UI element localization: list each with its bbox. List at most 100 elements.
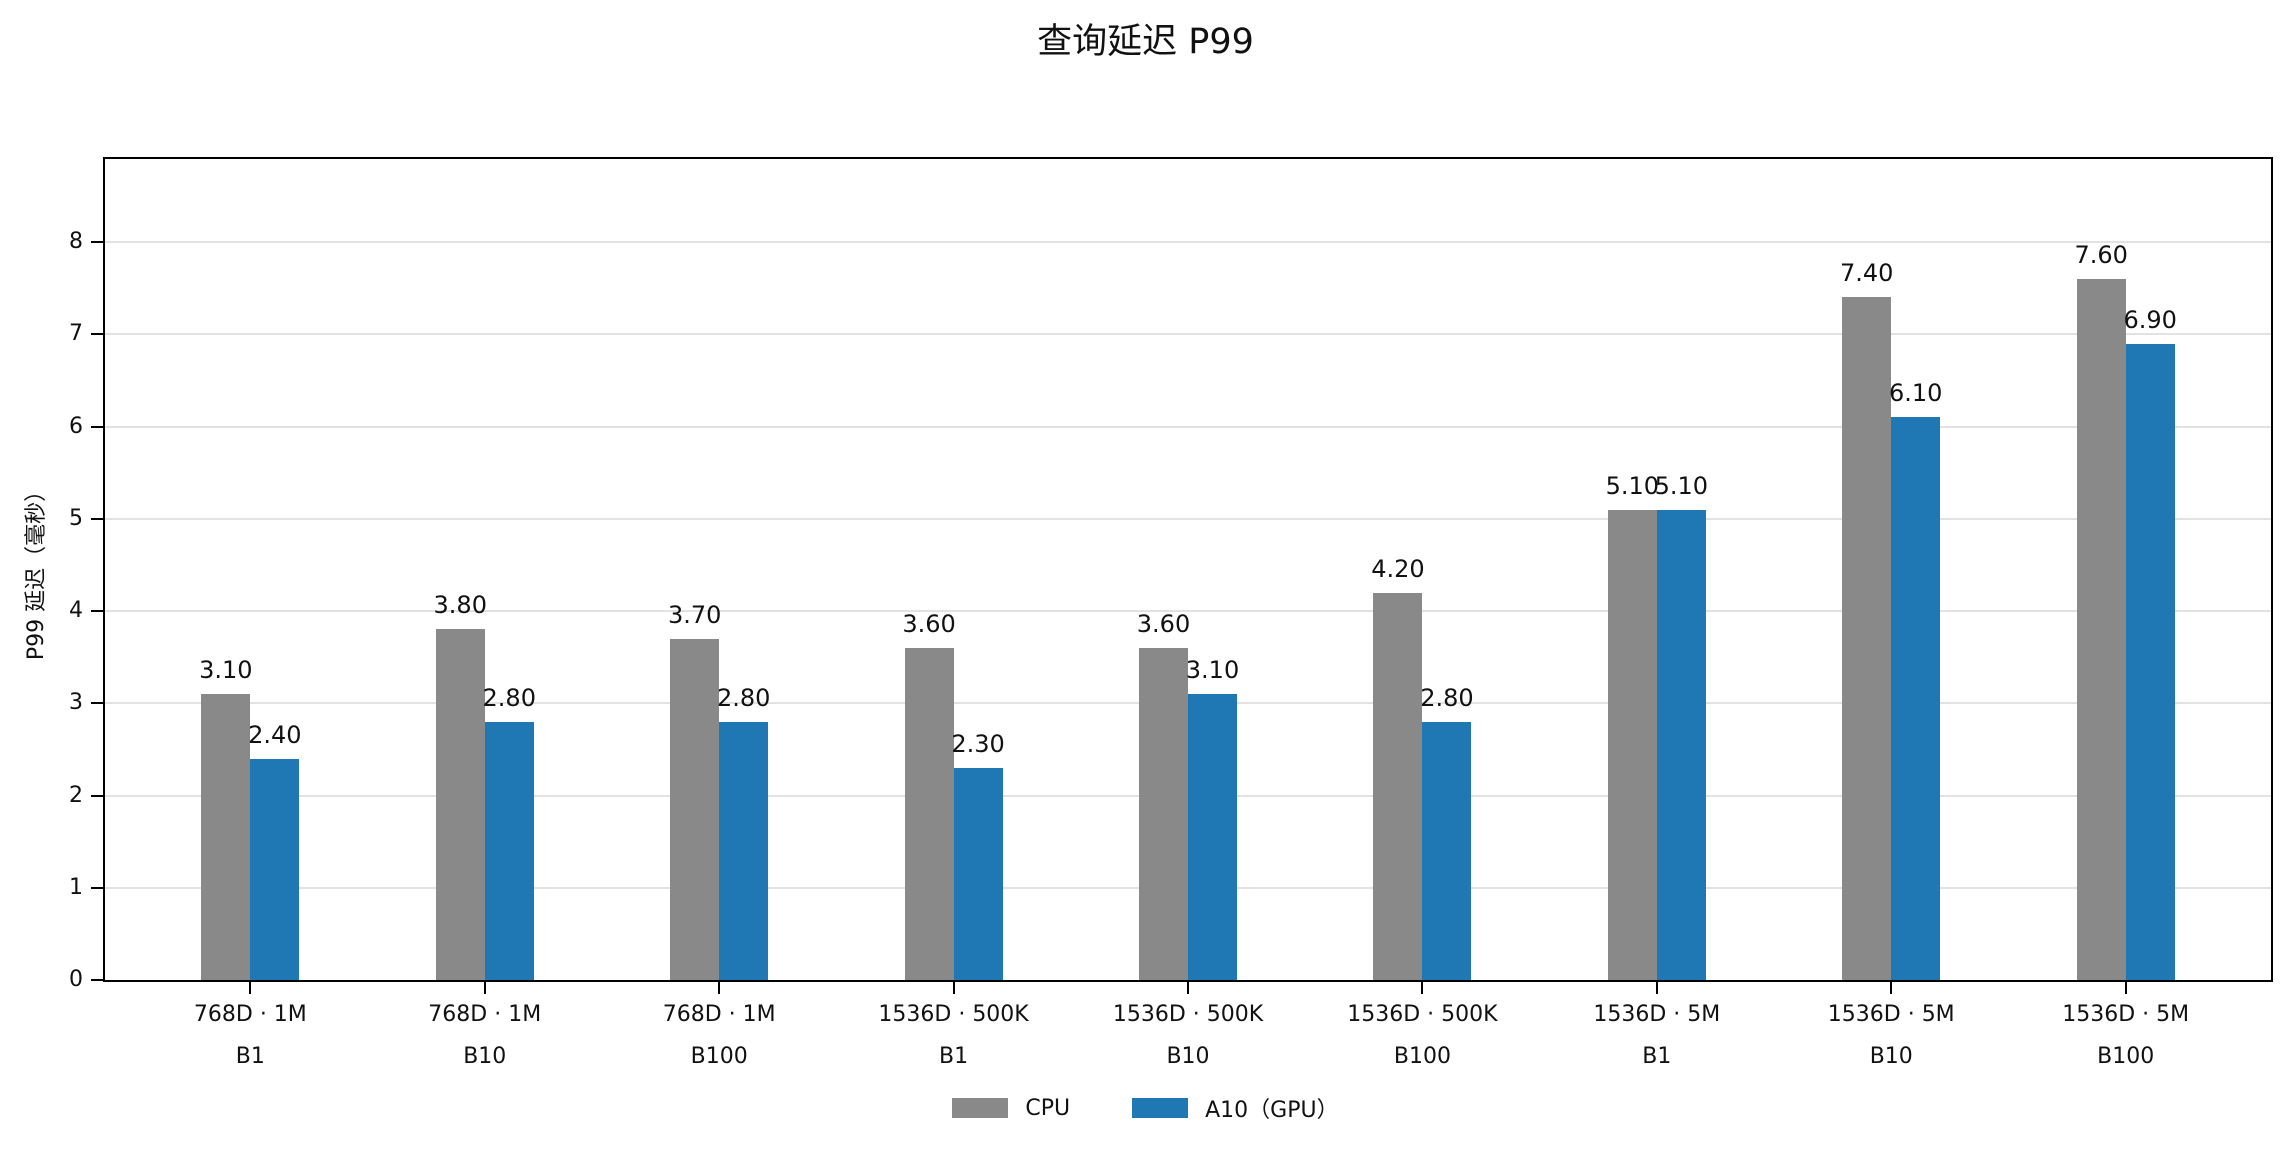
x-tick-label-line: B1 — [1642, 1044, 1672, 1069]
x-tick-label: 1536D · 500K B100 — [1262, 994, 1582, 1078]
gridline — [105, 610, 2271, 613]
x-tick-mark — [249, 982, 252, 994]
y-tick-label: 5 — [69, 505, 83, 531]
x-tick-label: 1536D · 5M B100 — [1966, 994, 2286, 1078]
bar-value-label: 2.80 — [1420, 683, 1474, 712]
bar-cpu — [904, 647, 954, 980]
bar-value-label: 2.40 — [248, 720, 302, 749]
x-tick-label-line: B100 — [2097, 1044, 2155, 1069]
x-tick-label-line: B1 — [939, 1044, 969, 1069]
x-tick-label: 1536D · 5M B10 — [1731, 994, 2051, 1078]
bar-value-label: 2.30 — [951, 729, 1005, 758]
x-tick-label: 768D · 1M B1 — [90, 994, 410, 1078]
y-tick-mark — [91, 794, 103, 797]
x-tick-mark — [1655, 982, 1658, 994]
x-tick-label-line: B1 — [235, 1044, 265, 1069]
x-tick-label-line: B100 — [1393, 1044, 1451, 1069]
x-tick-label-line: B10 — [1166, 1044, 1210, 1069]
x-tick-label-line: 768D · 1M — [428, 1002, 542, 1027]
y-tick-mark — [91, 241, 103, 244]
y-tick-label: 0 — [69, 967, 83, 992]
bar-cpu — [1842, 297, 1892, 980]
legend-swatch — [952, 1098, 1009, 1118]
x-tick-mark — [1890, 982, 1893, 994]
x-tick-label: 1536D · 500K B1 — [794, 994, 1114, 1078]
gridline — [105, 241, 2271, 244]
x-tick-label-line: 768D · 1M — [662, 1002, 776, 1027]
x-tick-mark — [2124, 982, 2127, 994]
y-tick-mark — [91, 517, 103, 520]
x-tick-label: 1536D · 500K B10 — [1028, 994, 1348, 1078]
chart-title: 查询延迟 P99 — [1037, 22, 1254, 62]
y-tick-label: 4 — [69, 598, 83, 624]
y-tick-mark — [91, 425, 103, 428]
gridline — [105, 333, 2271, 336]
x-tick-label-line: 1536D · 5M — [1593, 1002, 1721, 1027]
x-tick-mark — [952, 982, 955, 994]
legend-item: CPU — [952, 1096, 1070, 1121]
bar-value-label: 2.80 — [482, 683, 536, 712]
bar-value-label: 7.60 — [2074, 240, 2128, 269]
bar-value-label: 3.60 — [1136, 609, 1191, 638]
x-tick-label-line: B10 — [1869, 1044, 1913, 1069]
bar-cpu — [1607, 509, 1657, 980]
bar-value-label: 3.10 — [1185, 656, 1240, 685]
bar-cpu — [2076, 278, 2126, 980]
bar-value-label: 5.10 — [1654, 471, 1709, 500]
bar-value-label: 3.60 — [902, 609, 956, 638]
legend-label: A10（GPU） — [1205, 1098, 1339, 1123]
x-tick-mark — [483, 982, 486, 994]
y-tick-label: 2 — [69, 782, 83, 808]
y-tick-label: 6 — [69, 413, 83, 439]
bar-value-label: 3.10 — [199, 656, 253, 685]
bar-gpu — [1656, 509, 1706, 980]
legend-label: CPU — [1025, 1095, 1071, 1121]
gridline — [105, 425, 2271, 428]
bar-gpu — [1188, 694, 1237, 980]
x-tick-label-line: 1536D · 5M — [2062, 1002, 2190, 1027]
x-tick-label-line: 768D · 1M — [193, 1002, 307, 1027]
x-tick-label: 768D · 1M B100 — [559, 994, 879, 1078]
y-tick-label: 1 — [69, 874, 83, 900]
y-tick-label: 3 — [69, 690, 83, 716]
bar-value-label: 3.70 — [667, 600, 722, 629]
legend-item: A10（GPU） — [1132, 1092, 1339, 1124]
x-tick-label-line: 1536D · 5M — [1827, 1002, 1955, 1027]
bar-cpu — [201, 694, 251, 980]
x-tick-mark — [1421, 982, 1424, 994]
x-tick-mark — [1187, 982, 1189, 994]
y-tick-mark — [91, 333, 103, 336]
y-tick-mark — [91, 886, 103, 889]
bar-value-label: 5.10 — [1605, 471, 1660, 500]
x-tick-label-line: B10 — [463, 1044, 507, 1069]
bar-gpu — [1891, 417, 1941, 980]
bar-gpu — [250, 758, 300, 980]
bar-cpu — [1373, 592, 1423, 980]
bar-value-label: 6.10 — [1889, 379, 1943, 408]
y-tick-mark — [91, 610, 103, 613]
y-tick-label: 8 — [69, 229, 83, 255]
bar-cpu — [670, 638, 720, 980]
bar-gpu — [719, 721, 769, 980]
x-tick-label: 768D · 1M B10 — [325, 994, 645, 1078]
bar-value-label: 3.80 — [433, 591, 487, 620]
legend-swatch — [1132, 1098, 1189, 1118]
x-tick-label-line: B100 — [690, 1044, 748, 1069]
x-tick-label: 1536D · 5M B1 — [1497, 994, 1817, 1078]
bar-value-label: 4.20 — [1371, 554, 1425, 583]
bar-value-label: 7.40 — [1840, 259, 1894, 288]
x-tick-label-line: 1536D · 500K — [1347, 1002, 1498, 1027]
y-tick-label: 7 — [69, 321, 83, 347]
bar-gpu — [2125, 343, 2175, 980]
x-tick-mark — [718, 982, 721, 994]
x-tick-label-line: 1536D · 500K — [1112, 1002, 1264, 1027]
bar-value-label: 2.80 — [716, 683, 771, 712]
bar-gpu — [953, 767, 1003, 980]
bar-value-label: 6.90 — [2123, 305, 2177, 334]
plot-area: 0 1 2 3 4 5 6 7 8 768D · 1M B1 3.10 2.40 768D · 1M B10… — [69, 157, 2273, 1069]
bar-gpu — [1422, 721, 1472, 980]
gridline — [105, 517, 2271, 520]
bar-cpu — [1139, 647, 1188, 980]
bar-cpu — [435, 629, 485, 980]
